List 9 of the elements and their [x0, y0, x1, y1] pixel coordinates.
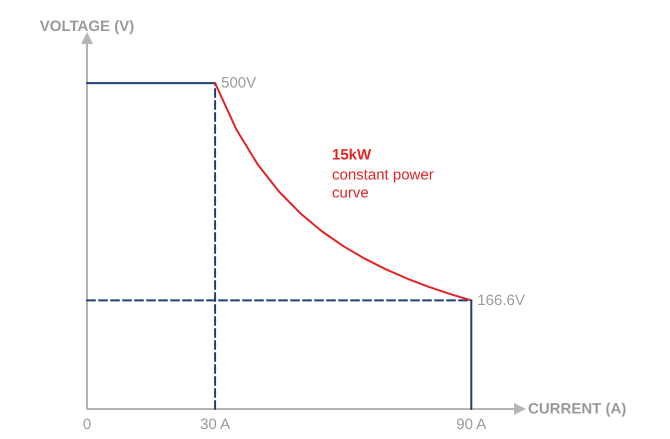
x-axis-title: CURRENT (A)	[528, 400, 626, 418]
annotation: 15kW	[332, 146, 372, 164]
data-label: 166.6V	[477, 292, 525, 309]
x-tick-label: 90 A	[456, 416, 486, 433]
y-axis-title: VOLTAGE (V)	[40, 18, 134, 35]
data-label: 500V	[221, 74, 256, 92]
annotation: constant power curve	[332, 166, 438, 202]
x-tick-label: 30 A	[200, 416, 230, 433]
x-tick-label: 0	[82, 416, 92, 433]
